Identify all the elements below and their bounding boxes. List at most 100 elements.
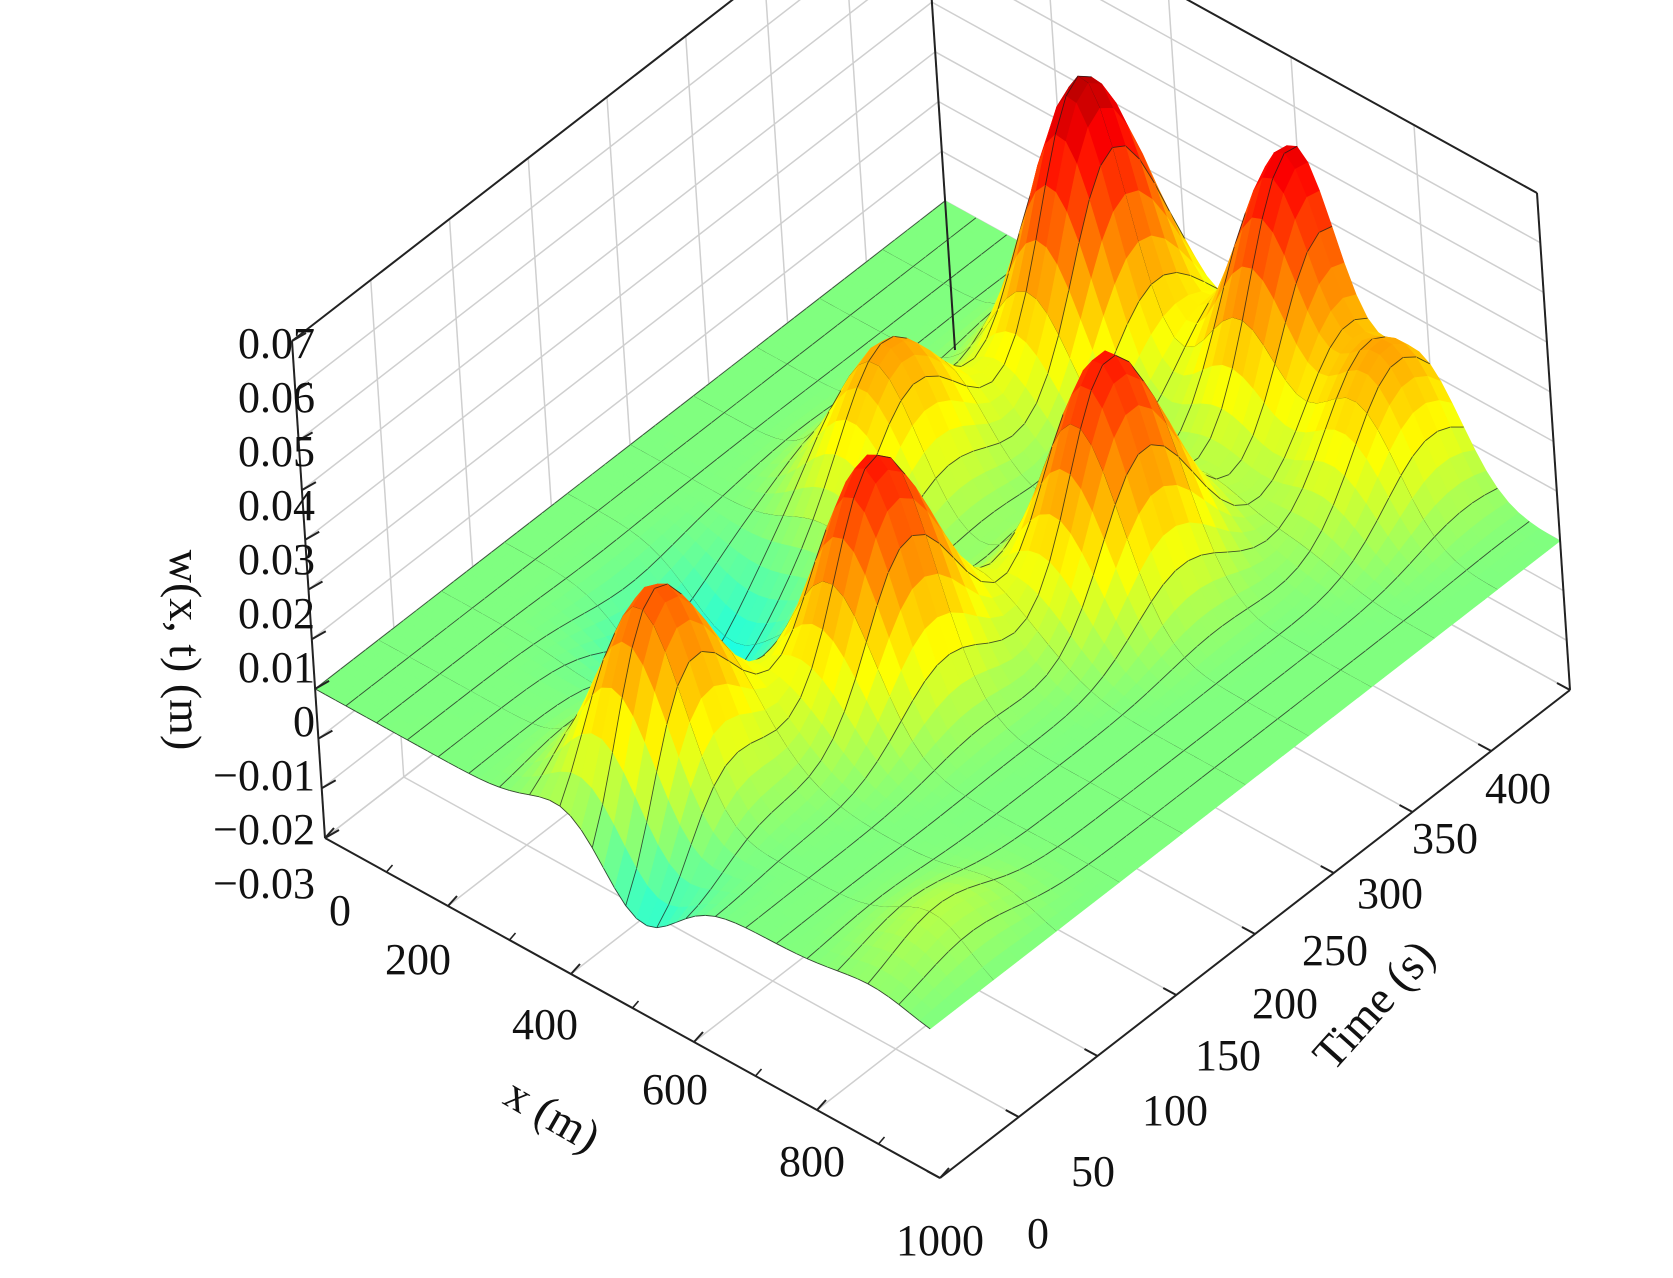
mesh-line: [936, 318, 950, 329]
mesh-line: [516, 522, 530, 534]
mesh-line: [1109, 714, 1123, 727]
mesh-line: [1247, 599, 1261, 610]
mesh-line: [925, 534, 940, 544]
mesh-line: [740, 510, 754, 528]
mesh-line: [1021, 687, 1035, 699]
mesh-line: [776, 933, 790, 944]
mesh-line: [954, 887, 968, 895]
mesh-line: [1126, 621, 1140, 642]
mesh-line: [609, 589, 623, 599]
mesh-line: [655, 415, 669, 426]
mesh-line: [981, 581, 995, 583]
mesh-line: [1364, 520, 1378, 542]
time-tick: [1241, 926, 1256, 935]
mesh-line: [938, 542, 954, 558]
mesh-line: [688, 651, 702, 663]
mesh-line: [1402, 356, 1417, 358]
mesh-line: [1099, 147, 1113, 167]
time-tick-label: 100: [1142, 1086, 1208, 1135]
mesh-line: [902, 835, 916, 846]
mesh-line: [851, 874, 865, 885]
mesh-line: [1302, 689, 1316, 700]
time-tick: [1320, 865, 1335, 874]
mesh-line: [1146, 681, 1160, 694]
mesh-line: [1303, 603, 1317, 615]
mesh-line: [805, 436, 818, 464]
mesh-line: [986, 279, 1000, 290]
mesh-line: [448, 762, 459, 769]
mesh-line: [1103, 505, 1116, 541]
mesh-line: [1228, 663, 1242, 675]
mesh-line: [584, 510, 599, 521]
mesh-line: [660, 451, 674, 463]
mesh-line: [534, 549, 548, 561]
mesh-line: [932, 850, 946, 861]
mesh-line: [1284, 662, 1298, 674]
x-minor-tick: [877, 1136, 886, 1145]
mesh-line: [877, 454, 891, 459]
mesh-line: [1484, 487, 1498, 496]
mesh-line: [794, 463, 807, 491]
mesh-line: [541, 754, 554, 776]
mesh-line: [597, 500, 611, 512]
mesh-line: [1127, 743, 1141, 754]
mesh-line: [879, 953, 893, 970]
mesh-line: [929, 901, 943, 913]
grid-line: [1099, 0, 1541, 244]
mesh-line: [844, 914, 858, 927]
mesh-line: [771, 800, 785, 813]
mesh-line: [967, 571, 982, 582]
mesh-line: [919, 1020, 931, 1030]
mesh-line: [793, 307, 807, 319]
mesh-line: [856, 259, 870, 270]
mesh-line: [514, 606, 529, 617]
axis-ticks: [291, 332, 1571, 1179]
mesh-line: [602, 752, 613, 805]
mesh-line: [488, 707, 502, 719]
time-tick: [1162, 987, 1177, 996]
mesh-line: [779, 399, 793, 411]
mesh-line: [496, 578, 510, 590]
mesh-line: [1278, 624, 1292, 636]
mesh-line: [1403, 610, 1417, 622]
mesh-line: [415, 600, 429, 612]
time-tick: [1477, 743, 1492, 752]
mesh-line: [797, 420, 811, 432]
mesh-line: [1019, 862, 1033, 871]
mesh-line: [1076, 782, 1091, 793]
mesh-line: [823, 454, 836, 489]
mesh-line: [876, 854, 890, 866]
mesh-line: [377, 629, 391, 641]
z-tick: [317, 729, 333, 740]
mesh-line: [1196, 302, 1209, 325]
mesh-line: [463, 727, 477, 738]
mesh-line: [1062, 873, 1076, 883]
mesh-line: [874, 285, 888, 297]
mesh-line: [930, 283, 944, 294]
z-tick-label: −0.02: [213, 805, 315, 854]
mesh-line: [386, 728, 398, 735]
mesh-line: [960, 450, 974, 458]
mesh-line: [953, 334, 967, 348]
mesh-line: [849, 305, 863, 316]
z-tick: [294, 381, 310, 392]
mesh-line: [1138, 601, 1152, 622]
mesh-line: [1039, 811, 1053, 822]
mesh-line: [477, 634, 491, 646]
mesh-line: [1271, 458, 1285, 481]
mesh-line: [622, 481, 636, 492]
axis-line: [1185, 0, 1538, 194]
mesh-line: [513, 688, 527, 699]
x-minor-tick: [385, 864, 394, 873]
mesh-line: [1329, 329, 1343, 349]
mesh-line: [659, 544, 673, 558]
mesh-line: [1138, 284, 1152, 302]
mesh-line: [1233, 213, 1246, 247]
mesh-line: [776, 460, 790, 478]
mesh-line: [764, 640, 778, 656]
mesh-line: [1077, 75, 1092, 78]
mesh-line: [1184, 646, 1198, 659]
mesh-line: [468, 763, 482, 774]
mesh-line: [433, 627, 447, 638]
mesh-line: [1065, 704, 1079, 717]
